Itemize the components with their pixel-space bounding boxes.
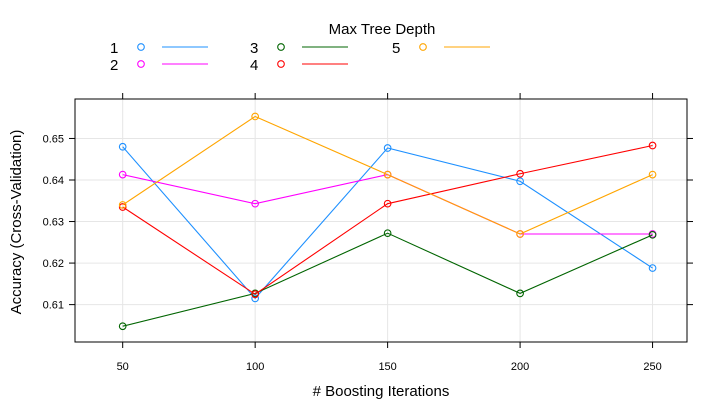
data-point: [383, 170, 392, 179]
data-point: [648, 170, 657, 179]
legend-label: 1: [110, 40, 118, 57]
data-point: [648, 264, 657, 272]
data-point: [118, 322, 127, 331]
data-point: [251, 294, 260, 303]
legend-label: 2: [110, 57, 118, 74]
legend-marker: [277, 43, 285, 51]
y-tick-label: 0.63: [43, 217, 64, 229]
x-tick-label: 150: [378, 361, 396, 373]
legend-label: 5: [392, 40, 400, 57]
axis-ticks: 50 100 150 200 250 0.61 0.62 0.63 0.64 0.65: [43, 93, 693, 373]
legend-item-2: 2: [110, 57, 208, 74]
y-tick-label: 0.61: [43, 300, 64, 312]
x-tick-label: 250: [643, 361, 661, 373]
legend-items: 12 34 5: [110, 40, 490, 74]
legend-item-4: 4: [250, 57, 348, 74]
legend-item-1: 1: [110, 40, 208, 57]
legend-item-3: 3: [250, 40, 348, 57]
x-tick-label: 200: [511, 361, 529, 373]
x-tick-label: 50: [117, 361, 129, 373]
data-point: [118, 203, 127, 211]
data-point: [516, 230, 524, 238]
data-point: [383, 199, 392, 208]
legend: Max Tree Depth 12 34 5: [110, 21, 490, 74]
plot-area: 50 100 150 200 250 0.61 0.62 0.63 0.64 0.65: [43, 93, 693, 373]
legend-title: Max Tree Depth: [329, 21, 436, 38]
plot-frame: [74, 98, 688, 343]
legend-item-5: 5: [392, 40, 490, 57]
series-line: [122, 146, 653, 300]
data-point: [118, 142, 127, 151]
legend-label: 4: [250, 57, 258, 74]
data-point: [516, 177, 524, 186]
series-line: [122, 144, 653, 295]
legend-marker: [277, 60, 285, 68]
series-1: [118, 142, 657, 303]
grid: [75, 99, 687, 342]
legend-marker: [137, 43, 145, 51]
series-5: [118, 112, 657, 238]
series-3: [118, 229, 657, 331]
series-layer: [118, 112, 657, 331]
data-point: [383, 229, 392, 238]
data-point: [516, 169, 524, 178]
legend-label: 3: [250, 40, 258, 57]
data-point: [648, 141, 657, 150]
series-line: [122, 232, 653, 327]
y-tick-label: 0.64: [43, 175, 64, 187]
data-point: [516, 289, 524, 298]
data-point: [251, 290, 260, 299]
data-point: [251, 112, 260, 121]
series-line: [122, 115, 653, 235]
y-tick-label: 0.65: [43, 133, 64, 145]
data-point: [383, 144, 392, 152]
y-axis-title: Accuracy (Cross-Validation): [8, 130, 25, 315]
x-tick-label: 100: [246, 361, 264, 373]
series-4: [118, 141, 657, 299]
data-point: [118, 201, 127, 209]
x-axis-title: # Boosting Iterations: [313, 383, 450, 400]
legend-marker: [419, 43, 427, 51]
y-tick-label: 0.62: [43, 258, 64, 270]
legend-marker: [137, 60, 145, 68]
data-point: [648, 230, 657, 239]
data-point: [118, 170, 127, 179]
data-point: [251, 199, 260, 208]
